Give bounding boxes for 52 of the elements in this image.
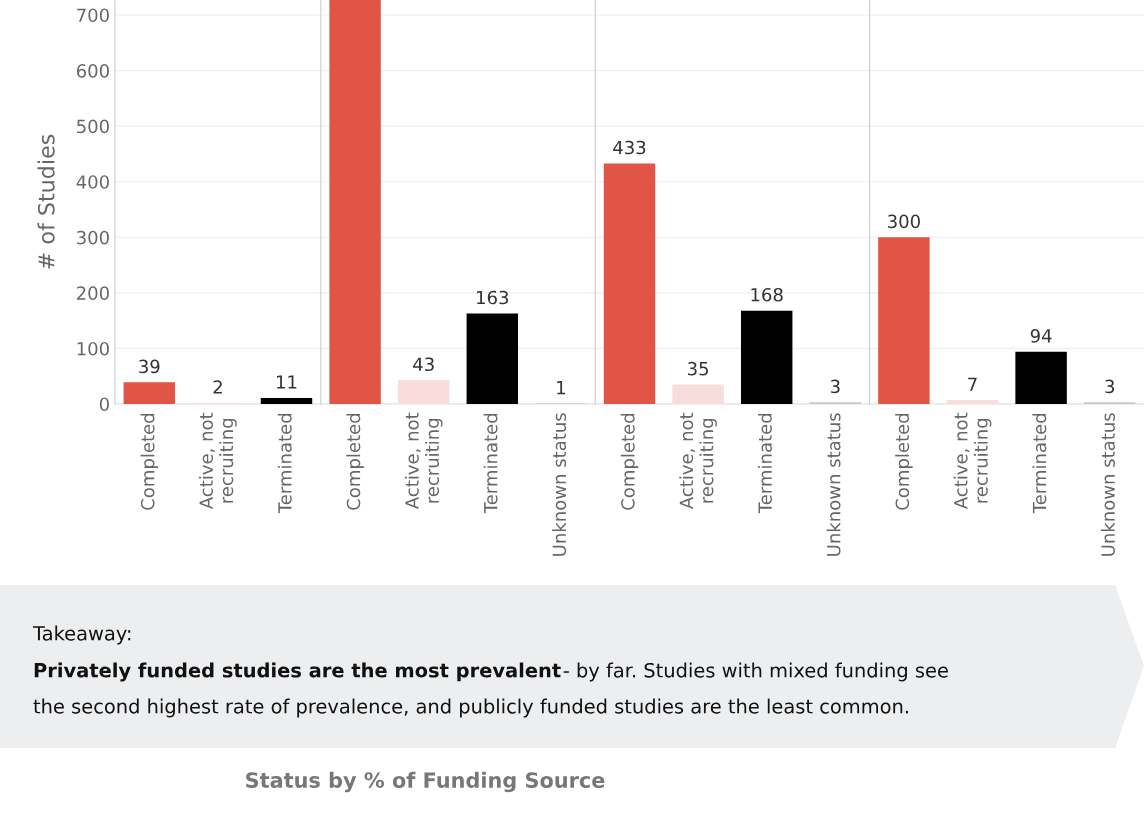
bar <box>878 237 930 404</box>
x-tick-label: Terminated <box>483 413 498 514</box>
y-tick-label: 400 <box>76 175 109 189</box>
data-label: 7 <box>968 377 977 391</box>
data-label: 39 <box>139 359 160 374</box>
x-tick-label: Completed <box>620 413 639 510</box>
text: - by far. Studies with mixed funding see <box>563 662 948 682</box>
bar <box>672 384 724 404</box>
x-tick-label: Active, not recruiting <box>679 412 717 510</box>
x-tick-label: Unknown status <box>1100 413 1115 556</box>
text: Takeaway: <box>32 625 131 645</box>
data-label: 3 <box>830 379 840 394</box>
data-label: 168 <box>751 287 783 302</box>
x-tick-label: Terminated <box>277 413 292 514</box>
x-tick-label: Terminated <box>757 413 772 514</box>
data-label: 2 <box>213 380 222 394</box>
data-label: 3 <box>1105 379 1114 394</box>
data-label: 11 <box>277 375 297 389</box>
data-label: 43 <box>413 357 434 372</box>
bar <box>466 313 519 404</box>
x-tick-label: Active, not recruiting <box>953 412 992 510</box>
bar <box>397 380 450 404</box>
data-label: 94 <box>1030 329 1052 343</box>
data-label: 35 <box>687 361 709 376</box>
x-tick-label: Completed <box>140 413 159 510</box>
bar <box>603 163 656 404</box>
y-tick-label: 300 <box>77 230 109 245</box>
x-tick-label: Terminated <box>1032 413 1047 514</box>
bar <box>329 0 381 404</box>
y-tick-label: 500 <box>77 119 109 134</box>
y-tick-label: 100 <box>77 341 109 356</box>
bar <box>946 400 999 404</box>
x-tick-label: Unknown status <box>826 413 841 556</box>
y-tick-label: 600 <box>76 64 109 78</box>
text: the second highest rate of prevalence, and publicly funded studies are the least common. <box>33 698 908 718</box>
bar <box>740 310 793 404</box>
data-label: 163 <box>477 290 509 305</box>
data-label: 300 <box>888 214 920 229</box>
x-tick-label: Completed <box>346 413 364 510</box>
x-tick-label: Active, not recruiting <box>199 412 237 510</box>
x-tick-label: Unknown status <box>552 413 567 556</box>
data-label: 433 <box>613 140 646 155</box>
y-tick-label: 700 <box>77 8 109 23</box>
x-tick-label: Active, not recruiting <box>404 412 443 510</box>
y-tick-label: 0 <box>99 397 109 412</box>
text: Status by % of Funding Source <box>246 771 605 793</box>
bar <box>1015 351 1067 404</box>
y-tick-label: 200 <box>77 286 109 300</box>
y-axis-title: # of Studies <box>37 134 55 269</box>
text: Privately funded studies are the most prevalent <box>34 662 561 682</box>
data-label: 1 <box>557 380 565 395</box>
x-tick-label: Completed <box>895 413 913 510</box>
